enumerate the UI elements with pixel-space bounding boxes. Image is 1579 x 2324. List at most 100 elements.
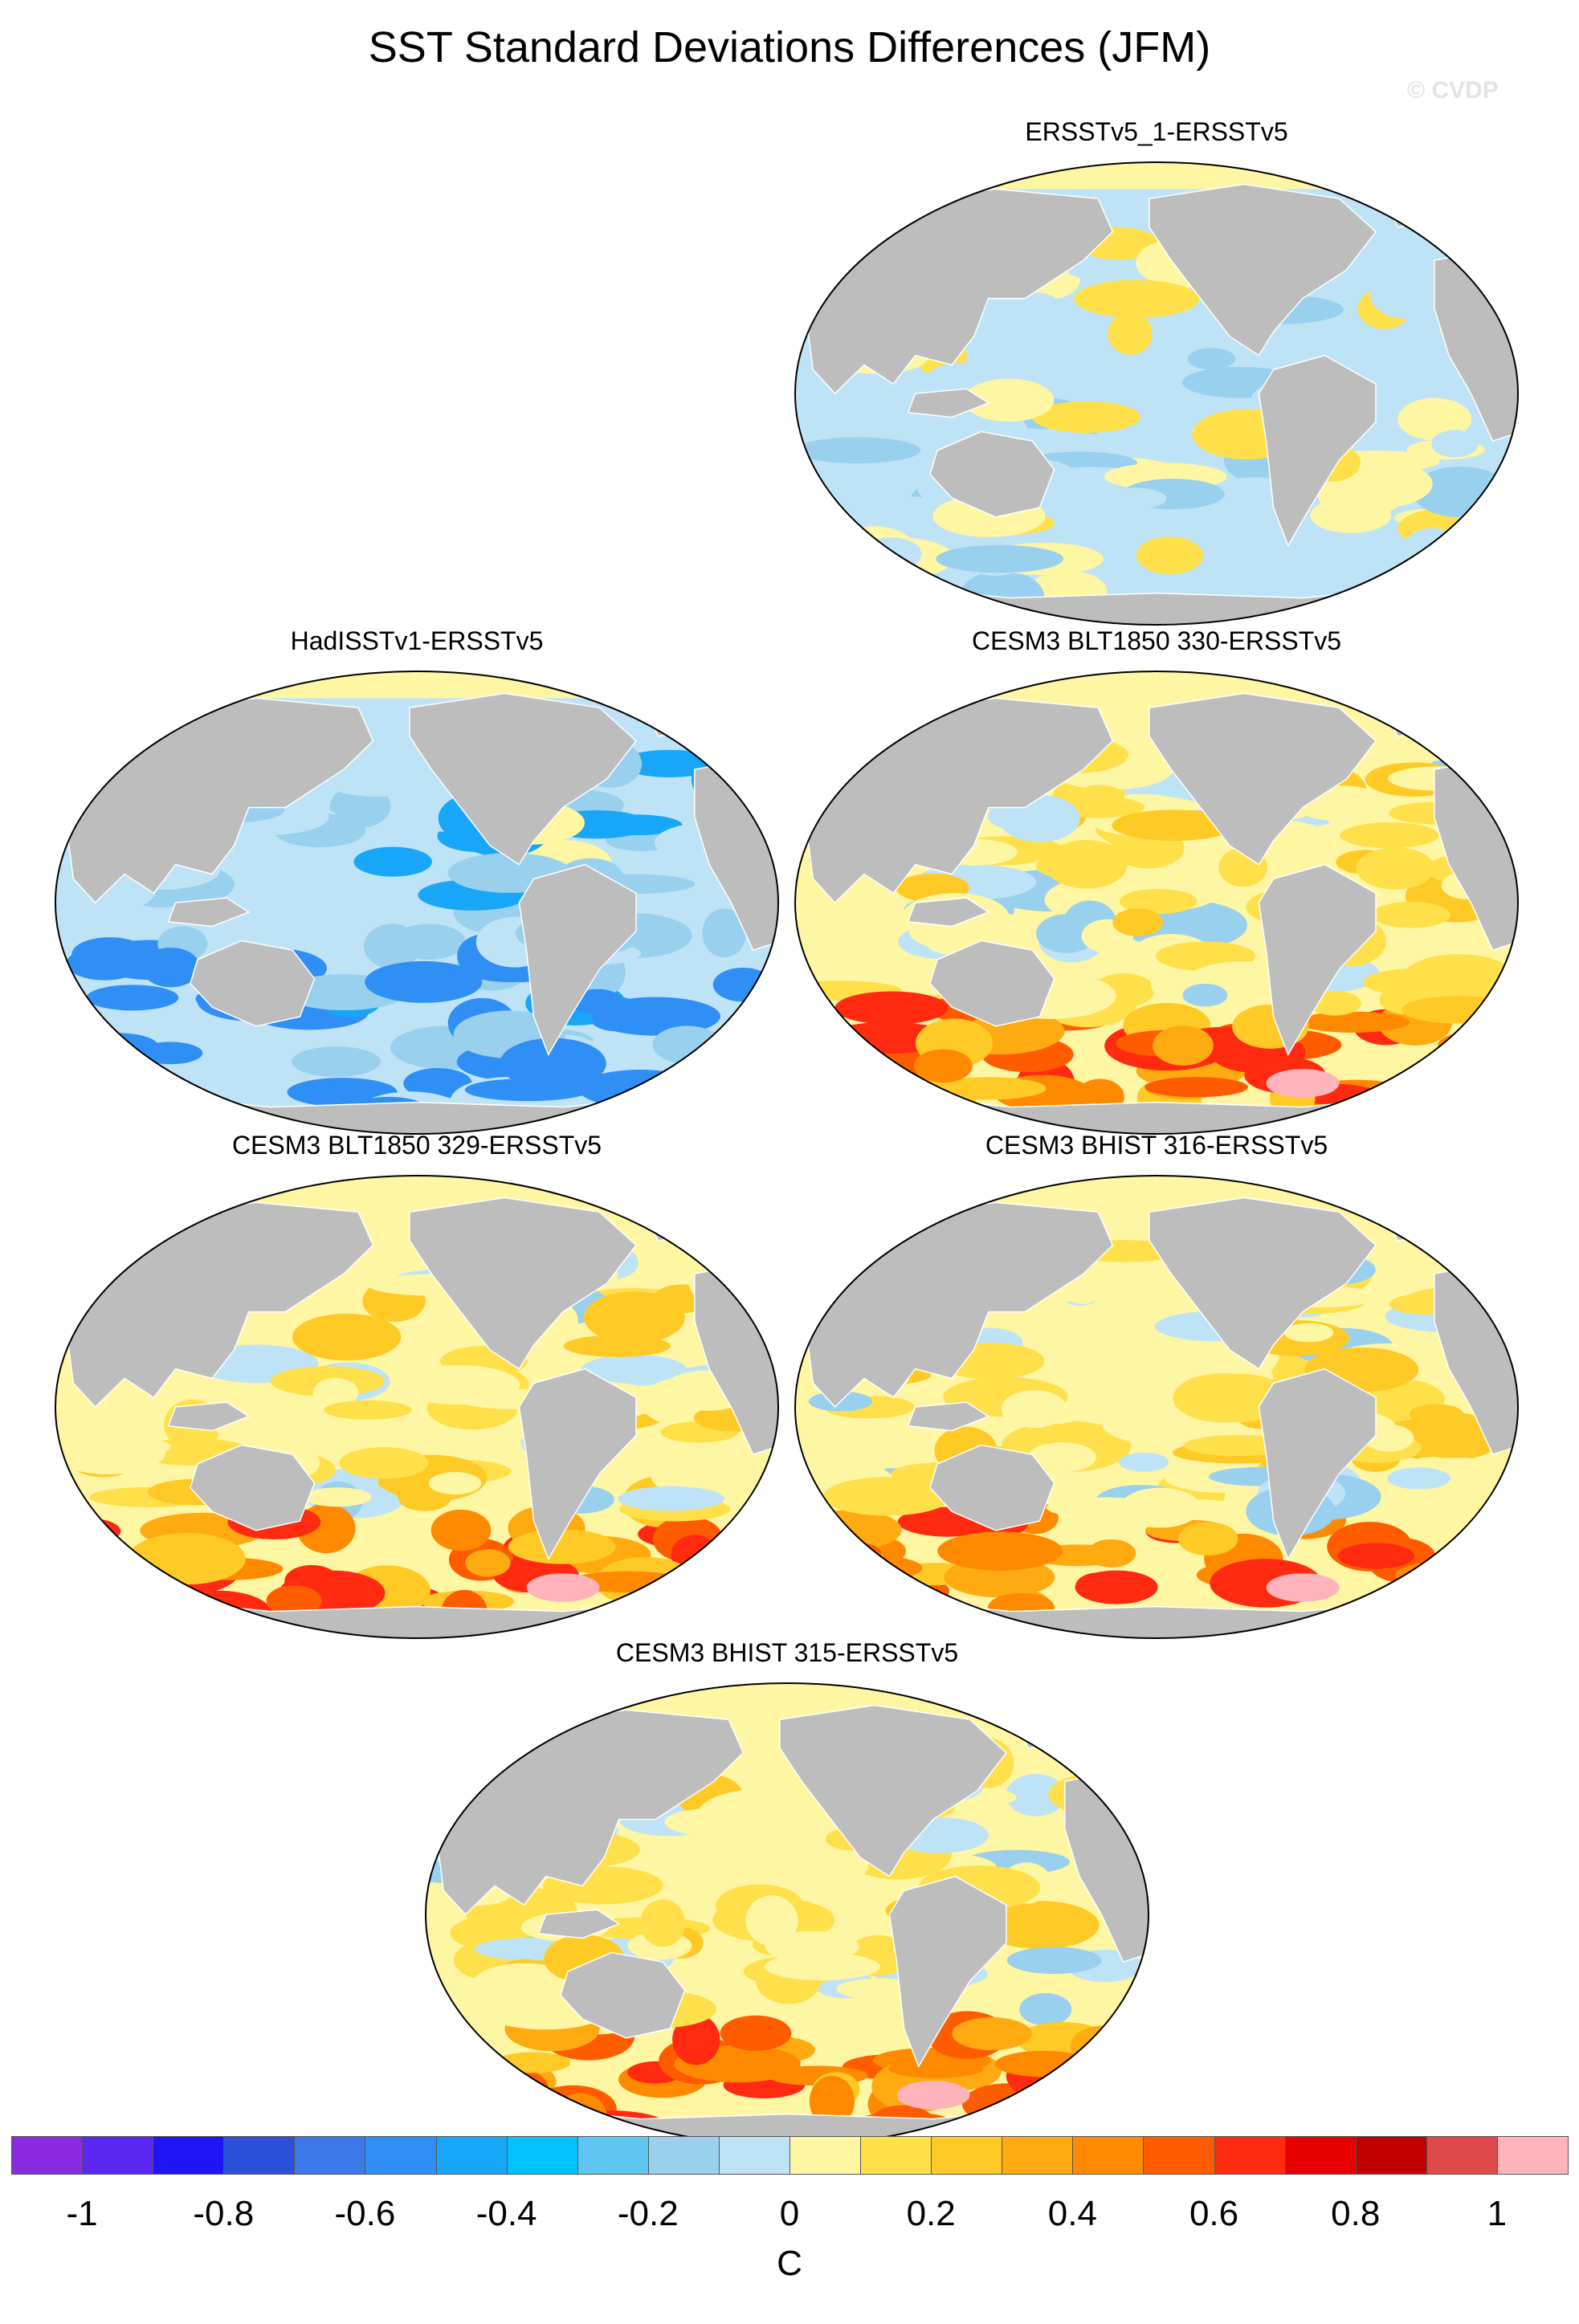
colorbar-swatch — [1496, 2136, 1569, 2175]
anomaly-patch — [1136, 536, 1203, 575]
anomaly-patch — [764, 1952, 880, 1981]
anomaly-patch — [841, 585, 971, 621]
colorbar-tick-label: -0.8 — [193, 2194, 255, 2233]
anomaly-patch — [1112, 809, 1236, 842]
anomaly-patch — [961, 2083, 1052, 2125]
anomaly-patch — [1177, 1522, 1238, 1555]
anomaly-patch — [445, 2092, 506, 2119]
anomaly-patch — [672, 2014, 720, 2065]
arctic-region — [795, 1176, 1518, 1203]
anomaly-patch — [266, 1585, 322, 1617]
anomaly-patch — [1337, 1543, 1415, 1569]
map-panel-1: ERSSTv5_1-ERSSTv5 — [791, 117, 1522, 631]
anomaly-patch — [526, 1573, 600, 1602]
anomaly-patch — [403, 1068, 472, 1099]
anomaly-patch — [994, 2050, 1092, 2077]
arctic-region — [795, 162, 1518, 190]
land-mass — [1149, 1197, 1377, 1370]
anomaly-patch — [1118, 1452, 1169, 1472]
arctic-region — [55, 671, 778, 699]
colorbar-swatch — [647, 2136, 720, 2175]
panel-title: CESM3 BLT1850 330-ERSSTv5 — [971, 626, 1342, 655]
anomaly-patch — [833, 1575, 896, 1612]
map-panel-2: HadISSTv1-ERSSTv5 — [51, 626, 782, 1140]
anomaly-patch — [75, 1606, 157, 1633]
panel-title: CESM3 BHIST 316-ERSSTv5 — [985, 1131, 1328, 1160]
anomaly-patch — [712, 967, 773, 1002]
colorbar-swatch — [718, 2136, 790, 2175]
map-outline — [55, 671, 779, 1135]
anomaly-patch — [247, 899, 329, 947]
anomaly-patch — [141, 948, 201, 988]
world-map — [794, 671, 1519, 1135]
land-mass — [929, 1444, 1055, 1531]
anomaly-patch — [1153, 1025, 1214, 1066]
land-mass — [888, 1875, 1007, 2069]
anomaly-patch — [1439, 1086, 1504, 1134]
anomaly-patch — [913, 1049, 973, 1083]
anomaly-patch — [649, 1445, 734, 1498]
colorbar-swatch — [506, 2136, 578, 2175]
anomaly-patch — [1101, 487, 1167, 510]
anomaly-patch — [640, 1899, 686, 1947]
land-mass — [779, 1704, 1008, 1878]
arctic-region — [55, 1176, 778, 1203]
colorbar-tick-label: -0.6 — [334, 2194, 396, 2233]
colorbar-swatch — [1072, 2136, 1144, 2175]
colorbar-swatch — [1426, 2136, 1498, 2175]
anomaly-patch — [1019, 1992, 1072, 2026]
anomaly-patch — [118, 1593, 193, 1614]
world-map — [794, 1175, 1519, 1639]
anomaly-patch — [1075, 785, 1125, 813]
anomaly-patch — [508, 1529, 616, 1564]
land-mass — [1258, 863, 1377, 1057]
anomaly-patch — [1266, 1573, 1340, 1602]
anomaly-patch — [339, 1446, 429, 1479]
anomaly-patch — [618, 1486, 724, 1511]
anomaly-patch — [1001, 1390, 1067, 1428]
land-mass — [560, 1951, 686, 2039]
anomaly-patch — [702, 908, 747, 958]
anomaly-patch — [1075, 1570, 1158, 1604]
land-mass — [518, 863, 637, 1057]
anomaly-patch — [1266, 1069, 1340, 1098]
anomaly-patch — [55, 1536, 133, 1578]
anomaly-patch — [952, 2017, 1032, 2051]
arctic-region — [795, 671, 1518, 699]
colorbar-swatch — [790, 2136, 862, 2175]
panel-title: CESM3 BHIST 315-ERSSTv5 — [615, 1638, 959, 1667]
anomaly-patch — [745, 1895, 798, 1946]
anomaly-patch — [809, 2075, 855, 2127]
land-mass — [929, 940, 1055, 1027]
colorbar-tick-label: -0.2 — [617, 2194, 679, 2233]
anomaly-patch — [1322, 585, 1387, 614]
figure-title: SST Standard Deviations Differences (JFM… — [368, 23, 1211, 71]
anomaly-patch — [216, 1419, 336, 1442]
land-mass — [409, 1197, 638, 1370]
colorbar-tick-label: 0.6 — [1189, 2194, 1239, 2233]
land-mass — [167, 897, 251, 928]
map-outline — [794, 1175, 1519, 1639]
anomaly-patch — [936, 544, 1063, 573]
anomaly-patch — [834, 991, 949, 1025]
anomaly-patch — [430, 1509, 492, 1551]
map-outline — [55, 1175, 779, 1639]
land-mass — [1149, 692, 1377, 866]
land-mass — [1258, 354, 1377, 548]
colorbar-swatch — [82, 2136, 154, 2175]
anomaly-patch — [365, 960, 483, 1003]
anomaly-patch — [862, 1596, 922, 1628]
anomaly-patch — [299, 911, 400, 933]
anomaly-patch — [798, 1540, 882, 1565]
anomaly-patch — [348, 1425, 449, 1454]
anomaly-patch — [697, 1788, 827, 1841]
colorbar-swatch — [1355, 2136, 1427, 2175]
anomaly-patch — [1364, 1424, 1414, 1452]
anomaly-patch — [465, 1549, 511, 1577]
anomaly-patch — [795, 437, 921, 464]
colorbar-swatch — [223, 2136, 296, 2175]
colorbar-swatch — [860, 2136, 932, 2175]
arctic-region — [426, 1683, 1149, 1710]
anomaly-patch — [1363, 968, 1478, 997]
land-mass — [907, 1401, 990, 1432]
